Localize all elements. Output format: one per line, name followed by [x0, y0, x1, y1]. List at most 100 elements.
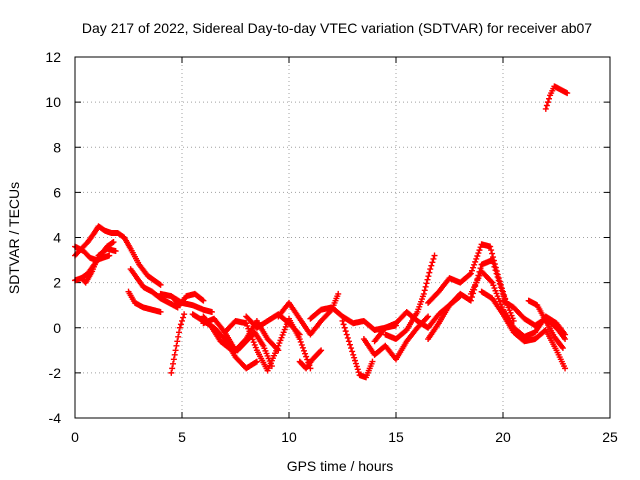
data-point [490, 254, 497, 261]
data-point [345, 338, 352, 345]
x-tick-label: 0 [71, 429, 79, 445]
data-point [562, 336, 569, 343]
data-point [489, 279, 496, 286]
series-track-u [382, 252, 438, 343]
data-point [431, 252, 438, 259]
data-point [246, 328, 253, 335]
plot-frame [74, 56, 611, 419]
series-track-m [221, 315, 314, 374]
data-points [72, 83, 571, 381]
data-point [317, 348, 324, 355]
x-tick-label: 15 [388, 429, 404, 445]
y-tick-label: 2 [53, 275, 61, 291]
data-point [181, 311, 188, 318]
data-point [354, 366, 361, 373]
data-point [251, 341, 258, 348]
data-point [176, 329, 183, 336]
data-point [487, 243, 494, 250]
data-point [112, 248, 119, 255]
data-point [423, 280, 430, 287]
data-point [341, 324, 348, 331]
data-point [352, 360, 359, 367]
data-point [428, 262, 435, 269]
data-point [342, 328, 349, 335]
data-point [476, 247, 483, 254]
data-point [497, 284, 504, 291]
data-point [467, 297, 474, 304]
data-point [298, 341, 305, 348]
data-point [156, 281, 163, 288]
data-point [253, 358, 260, 365]
data-point [295, 330, 302, 337]
data-point [542, 105, 549, 112]
data-point [491, 263, 498, 270]
data-point [424, 276, 431, 283]
data-point [562, 365, 569, 372]
data-point [300, 347, 307, 354]
y-tick-label: -2 [49, 365, 62, 381]
data-point [302, 350, 309, 357]
data-point [422, 283, 429, 290]
data-point [488, 247, 495, 254]
data-point [339, 317, 346, 324]
data-point [248, 333, 255, 340]
data-point [352, 357, 359, 364]
data-point [468, 294, 475, 301]
data-point [350, 351, 357, 358]
series-track-y [478, 288, 569, 372]
data-point [477, 265, 484, 272]
data-point [468, 267, 475, 274]
data-point [559, 345, 566, 352]
data-point [344, 334, 351, 341]
data-point [425, 273, 432, 280]
data-point [304, 356, 311, 363]
y-tick-label: -4 [49, 410, 62, 426]
data-point [507, 309, 514, 316]
data-point [249, 336, 256, 343]
data-point [303, 353, 310, 360]
data-point [208, 308, 215, 315]
data-point [564, 90, 571, 97]
data-point [493, 290, 500, 297]
data-point [467, 270, 474, 277]
data-point [252, 344, 259, 351]
series-track-r [339, 317, 376, 381]
series-track-q [307, 304, 399, 334]
data-point [493, 270, 500, 277]
data-point [489, 257, 496, 264]
series-track-f [125, 288, 164, 315]
data-point [466, 271, 473, 278]
x-tick-label: 25 [602, 429, 618, 445]
data-point [168, 369, 175, 376]
data-point [299, 344, 306, 351]
series-track-ab [542, 83, 571, 112]
data-point [335, 290, 342, 297]
data-point [244, 322, 251, 329]
data-point [349, 348, 356, 355]
data-point [430, 255, 437, 262]
axis-ticks: -4 -2 0 2 4 6 8 10 12 0 5 10 15 20 25 [45, 49, 618, 445]
chart-title: Day 217 of 2022, Sidereal Day-to-day VTE… [82, 20, 592, 36]
data-point [351, 354, 358, 361]
data-point [106, 252, 113, 259]
data-point [506, 307, 513, 314]
data-point [199, 296, 206, 303]
data-point [492, 267, 499, 274]
data-point [498, 287, 505, 294]
y-tick-label: 10 [45, 94, 61, 110]
y-tick-label: 12 [45, 49, 61, 65]
data-point [420, 290, 427, 297]
data-point [426, 269, 433, 276]
data-point [281, 326, 288, 333]
data-point [170, 360, 177, 367]
data-point [470, 264, 477, 271]
series-track-o [275, 290, 342, 338]
series-track-i [168, 311, 188, 376]
data-point [496, 280, 503, 287]
data-point [176, 324, 183, 331]
data-point [475, 250, 482, 257]
data-point [489, 250, 496, 257]
data-point [110, 239, 117, 246]
data-point [245, 325, 252, 332]
data-point [353, 363, 360, 370]
